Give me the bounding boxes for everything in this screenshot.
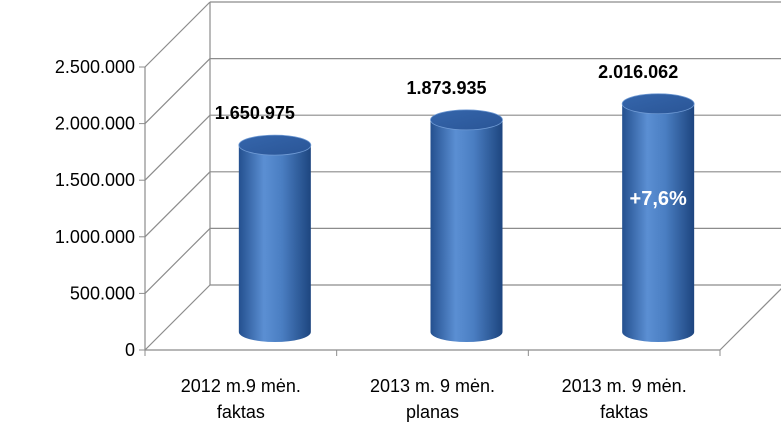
x-category-label: faktas — [217, 402, 265, 422]
bar-top — [621, 93, 695, 115]
bar: 1.650.975 — [215, 103, 312, 342]
floor-edge — [719, 288, 781, 351]
bar: 1.873.935 — [406, 78, 503, 342]
data-label: 1.650.975 — [215, 103, 295, 123]
y-tick-label: 1.500.000 — [55, 170, 135, 190]
gridline-side — [144, 227, 211, 294]
growth-annotation: +7,6% — [630, 188, 687, 210]
x-category-label: 2012 m.9 mėn. — [181, 376, 301, 396]
gridline-side — [144, 171, 211, 238]
y-tick-label: 500.000 — [70, 283, 135, 303]
y-tick-label: 2.000.000 — [55, 114, 135, 134]
x-category-label: 2013 m. 9 mėn. — [562, 376, 687, 396]
x-category-label: 2013 m. 9 mėn. — [370, 376, 495, 396]
y-axis-ticks: 0 500.000 1.000.000 1.500.000 2.000.000 2.500… — [55, 57, 145, 360]
x-category-label: planas — [406, 402, 459, 422]
gridline-side — [144, 58, 211, 125]
gridline-side — [144, 1, 211, 68]
bar-body — [430, 119, 503, 342]
bar-body — [238, 145, 311, 342]
x-axis-categories: 2012 m.9 mėn. faktas 2013 m. 9 mėn. planas 2… — [144, 350, 721, 422]
y-tick-label: 0 — [125, 340, 135, 360]
bar: 2.016.062 — [598, 62, 695, 342]
bars: 1.650.975 1.873.935 2.016.062 +7,6% — [215, 62, 695, 342]
gridline-side — [144, 114, 211, 181]
bar-body — [622, 103, 695, 342]
y-tick-label: 1.000.000 — [55, 227, 135, 247]
bar-top — [430, 109, 503, 131]
gridline-side — [144, 284, 211, 351]
bar-top — [238, 134, 312, 156]
x-category-label: faktas — [600, 402, 648, 422]
data-label: 2.016.062 — [598, 62, 678, 82]
y-tick-label: 2.500.000 — [55, 57, 135, 77]
data-label: 1.873.935 — [406, 78, 486, 98]
